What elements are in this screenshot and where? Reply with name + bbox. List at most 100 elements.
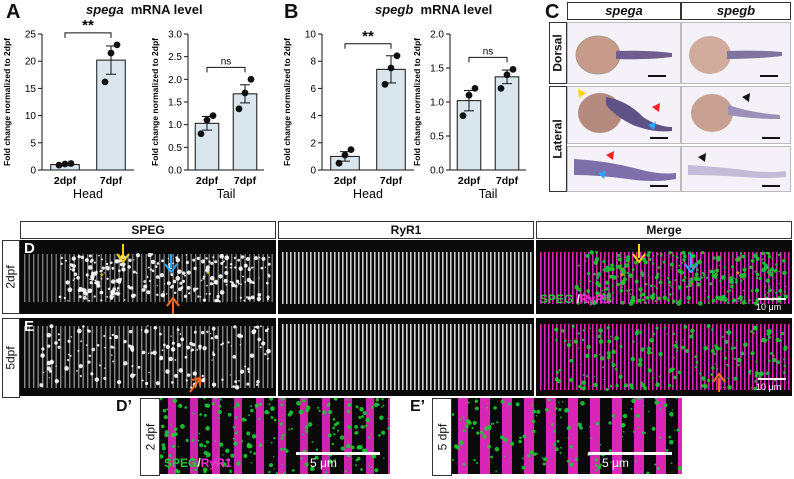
scale-bar [296,452,380,455]
y-tick-label: 2 [310,138,316,149]
y-tick-label: 8 [310,57,316,68]
legend-speg: SPEG [164,456,197,470]
orange-arrow [188,372,202,394]
column-header-spega: spega [567,2,681,20]
striation-texture [536,318,792,396]
row-label-text: Lateral [551,119,565,158]
merge-legend: SPEG /RyR1 [540,292,611,306]
nucleus-asterisk: * [100,272,104,283]
gene-name: spegb [375,2,413,17]
embryo-lateral-spegb [681,86,791,144]
y-tick-label: 1.5 [430,64,444,75]
data-point [114,41,121,48]
yellow-arrow [116,244,130,266]
chart-b-tail: Fold change normalized to 2dpf 0.0 0.5 1.0 1… [410,20,540,185]
title-suffix: mRNA level [131,2,203,17]
striation-texture [20,318,276,396]
y-tick-label: 1.5 [168,98,182,109]
row-label-text: 5 dpf [435,424,449,451]
y-tick-label: 6 [310,84,316,95]
row-label-text: 2dpf [4,265,18,288]
x-tick-label: 7dpf [380,175,403,187]
data-point [108,50,115,57]
bar [233,94,257,170]
row-label-text: 5dpf [4,346,18,369]
row-label-lateral: Lateral [549,86,567,192]
panel-b-title: spegb mRNA level [375,2,492,17]
group-label: Head [353,187,383,201]
black-arrowhead [742,93,750,102]
x-tick-label: 2dpf [196,175,219,187]
data-point [460,112,467,119]
scale-bar [762,185,780,187]
significance-bracket [469,57,507,62]
x-tick-label: 2dpf [458,175,481,187]
merge-legend: SPEG/RyR1 [164,456,231,470]
embryo-tail-zoom-spega [567,146,681,192]
y-tick-label: 0 [310,166,316,177]
row-label-5dpf: 5dpf [2,318,20,398]
y-tick-label: 3.0 [168,30,182,41]
y-tick-label: 0.5 [430,132,444,143]
data-point [342,152,349,159]
data-point [498,85,505,92]
data-point [348,146,355,153]
significance-label: ** [362,28,374,45]
data-point [472,85,479,92]
yellow-arrowhead [578,89,586,98]
legend-ryr1: RyR1 [580,292,611,306]
y-tick-label: 0.5 [168,143,182,154]
panel-label-b: B [284,2,298,22]
y-tick-label: 4 [310,111,316,122]
panel-label-d: D [24,240,35,257]
data-point [198,130,205,137]
significance-bracket [207,67,245,72]
scale-bar [758,378,786,380]
data-point [466,92,473,99]
x-tick-label: 7dpf [100,175,123,187]
row-label-dprime: 2 dpf [140,398,160,476]
micrograph-e-ryr1 [278,318,534,396]
micrograph-d-speg: D * * [20,240,276,314]
embryo-dorsal-spega [567,22,681,84]
y-tick-label: 5 [30,138,36,149]
micrograph-d-ryr1 [278,240,534,314]
yellow-arrow [632,244,646,266]
gene-name: spega [86,2,124,17]
scale-bar [760,75,778,77]
data-point [336,160,343,167]
y-tick-label: 0 [30,166,36,177]
data-point [68,160,75,167]
micrograph-e-speg: E [20,318,276,396]
nucleus-asterisk: * [736,270,740,281]
nucleus-asterisk: * [206,270,210,281]
striation-texture [278,240,534,314]
embryo-lateral-spega [567,86,681,144]
scale-bar [762,137,780,139]
x-tick-label: 2dpf [54,175,77,187]
y-tick-label: 2.5 [168,52,182,63]
y-tick-label: 15 [25,84,37,95]
row-label-dorsal: Dorsal [549,22,567,84]
panel-label-eprime: E’ [410,398,425,416]
chart-a-tail: Fold change normalized to 2dpf 0.0 0.5 1.0 1… [148,20,278,185]
y-tick-label: 20 [25,57,37,68]
red-arrowhead [606,151,614,160]
black-arrowhead [698,153,706,162]
data-point [394,52,401,59]
data-point [504,71,511,78]
data-point [204,117,211,124]
y-tick-label: 0.0 [168,166,182,177]
micrograph-eprime: 5 μm [452,398,682,474]
scale-bar [650,137,668,139]
row-label-2dpf: 2dpf [2,240,20,314]
title-suffix: mRNA level [421,2,493,17]
scale-bar-label: 10 μm [756,302,781,312]
data-point [236,105,243,112]
bar [377,69,406,170]
header-merge: Merge [536,221,792,239]
x-tick-label: 7dpf [234,175,257,187]
scale-bar [648,75,666,77]
x-tick-label: 7dpf [496,175,519,187]
micrograph-d-merge: * * SPEG /RyR1 10 μm [536,240,792,314]
